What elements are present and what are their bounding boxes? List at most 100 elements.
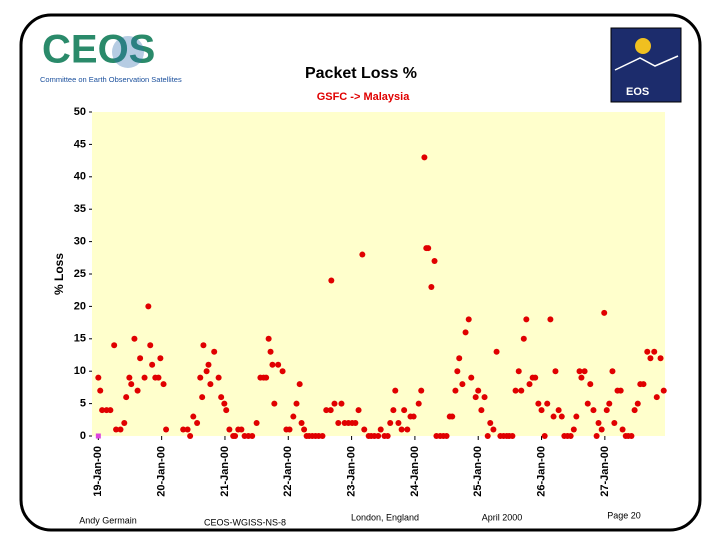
point xyxy=(415,400,422,407)
point xyxy=(653,394,660,401)
point xyxy=(425,245,432,252)
point xyxy=(215,374,222,381)
point xyxy=(286,426,293,433)
point xyxy=(398,426,405,433)
y-tick-label: 40 xyxy=(74,171,86,183)
point xyxy=(375,433,382,439)
point xyxy=(390,407,397,414)
point xyxy=(468,374,475,381)
point xyxy=(454,368,461,375)
x-tick-label: 25-Jan-00 xyxy=(472,446,484,497)
point xyxy=(609,368,616,375)
point xyxy=(361,426,368,433)
point xyxy=(249,433,256,439)
point xyxy=(113,426,120,433)
point xyxy=(587,381,594,388)
x-tick-label: 21-Jan-00 xyxy=(219,446,231,497)
x-tick-label: 26-Jan-00 xyxy=(535,446,547,497)
point xyxy=(532,374,539,381)
point xyxy=(205,361,212,368)
y-tick-label: 0 xyxy=(80,430,86,442)
point xyxy=(401,407,408,414)
point xyxy=(271,400,278,407)
point xyxy=(418,387,425,394)
point xyxy=(478,407,485,414)
point xyxy=(462,329,469,336)
point xyxy=(443,433,450,439)
point xyxy=(523,316,530,323)
point xyxy=(157,355,164,362)
point xyxy=(578,374,585,381)
point xyxy=(160,381,167,388)
point xyxy=(275,361,282,368)
point xyxy=(515,368,522,375)
point xyxy=(319,433,326,439)
point xyxy=(199,394,206,401)
point xyxy=(107,407,114,414)
logo-subtitle: Committee on Earth Observation Satellite… xyxy=(40,75,182,84)
point xyxy=(421,154,428,161)
point xyxy=(387,420,394,427)
point xyxy=(279,368,286,375)
point xyxy=(137,355,144,362)
point xyxy=(335,420,342,427)
point xyxy=(490,426,497,433)
point xyxy=(456,355,463,362)
point xyxy=(184,426,191,433)
point xyxy=(601,309,608,316)
point xyxy=(190,413,197,420)
point xyxy=(595,420,602,427)
point xyxy=(141,374,148,381)
point xyxy=(576,368,583,375)
point xyxy=(207,381,214,388)
point xyxy=(267,348,274,355)
point xyxy=(97,387,104,394)
point xyxy=(552,368,559,375)
point xyxy=(226,426,233,433)
y-tick-label: 35 xyxy=(74,203,86,215)
point xyxy=(544,400,551,407)
point xyxy=(147,342,154,349)
y-tick-label: 5 xyxy=(80,398,86,410)
point xyxy=(265,335,272,342)
point xyxy=(296,381,303,388)
point xyxy=(449,413,456,420)
point xyxy=(570,426,577,433)
point xyxy=(538,407,545,414)
point xyxy=(395,420,402,427)
globe xyxy=(112,36,144,68)
y-axis-label: % Loss xyxy=(52,253,66,295)
point xyxy=(203,368,210,375)
point xyxy=(392,387,399,394)
x-tick-label: 20-Jan-00 xyxy=(156,446,168,497)
point xyxy=(180,426,187,433)
x-tick-label: 27-Jan-00 xyxy=(599,446,611,497)
logo-text: CEOS xyxy=(42,28,155,72)
point xyxy=(338,400,345,407)
point xyxy=(238,426,245,433)
point xyxy=(598,426,605,433)
point xyxy=(163,426,170,433)
point xyxy=(352,420,359,427)
point xyxy=(128,381,135,388)
point xyxy=(355,407,362,414)
point xyxy=(644,348,651,355)
point xyxy=(269,361,276,368)
point xyxy=(293,400,300,407)
point xyxy=(584,400,591,407)
footer-text: April 2000 xyxy=(482,512,523,522)
point xyxy=(465,316,472,323)
point xyxy=(634,400,641,407)
point xyxy=(481,394,488,401)
point xyxy=(145,303,152,310)
point xyxy=(253,420,260,427)
point xyxy=(404,426,411,433)
point xyxy=(123,394,130,401)
point xyxy=(631,407,638,414)
point xyxy=(493,348,500,355)
y-tick-label: 20 xyxy=(74,300,86,312)
point xyxy=(606,400,613,407)
point xyxy=(452,387,459,394)
